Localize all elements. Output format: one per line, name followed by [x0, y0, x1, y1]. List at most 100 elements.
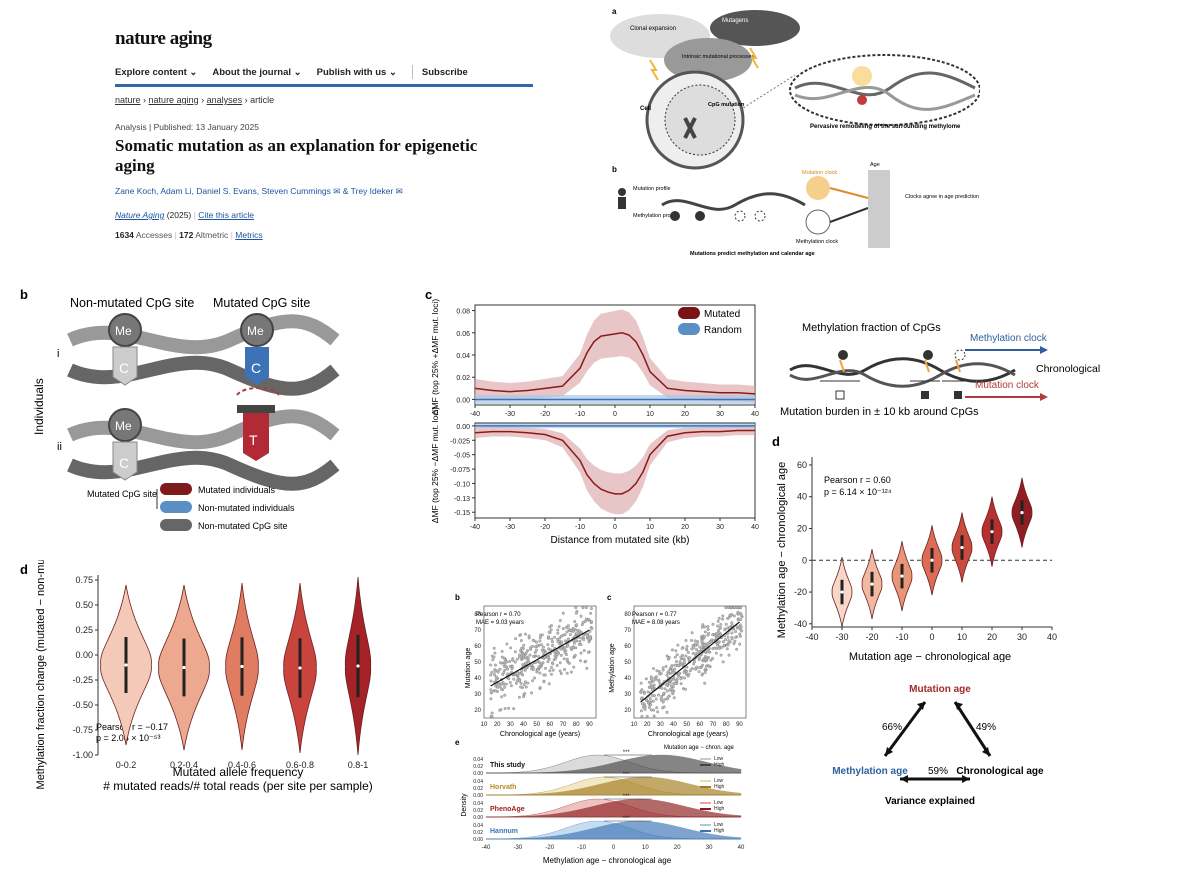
scatter-point [701, 623, 705, 627]
scatter-point [725, 647, 729, 651]
x-tick-label: -10 [575, 411, 585, 418]
scatter-point [522, 643, 526, 647]
scatter-point [734, 630, 738, 634]
breadcrumb-nature-aging[interactable]: nature aging [148, 95, 199, 105]
accesses-count: 1634 [115, 230, 134, 240]
scatter-point [553, 650, 557, 654]
scatter-point [655, 706, 659, 710]
x-tick-label: 0.6-0.8 [286, 760, 314, 770]
scatter-point [686, 650, 690, 654]
scatter-point [579, 651, 583, 655]
legend-low: Low [714, 778, 724, 784]
x-tick-label: 50 [533, 722, 540, 728]
x-tick-label: 20 [987, 632, 997, 642]
y-tick-label: 0.02 [473, 808, 483, 814]
scatter-point [657, 680, 661, 684]
scatter-point [573, 620, 577, 623]
clonal-label: Clonal expansion [630, 26, 676, 32]
scatter-point [508, 660, 512, 663]
scatter-point [590, 620, 593, 624]
scatter-point [572, 641, 576, 645]
x-tick-label: 40 [1047, 632, 1057, 642]
author-list[interactable]: Zane Koch, Adam Li, Daniel S. Evans, Ste… [115, 186, 403, 196]
scatter-point [718, 647, 722, 650]
mutation-clock-arrow-label: Mutation clock [975, 380, 1040, 391]
density-high [485, 798, 742, 818]
scatter-point [722, 644, 726, 647]
scatter-point [557, 625, 561, 628]
y-tick-label: 0.04 [473, 823, 483, 829]
scatter-point [521, 647, 525, 650]
scatter-point [672, 696, 676, 700]
scatter-point [706, 627, 710, 631]
d-right-pvalue: p = 6.14 × 10⁻¹²⁴ [824, 487, 892, 497]
scatter-point [568, 633, 572, 636]
methylation-profile-chart: c ΔMF (top 25% +ΔMF mut. loci) ΔMF (top … [425, 287, 759, 546]
scatter-point [523, 680, 527, 684]
scatter-point [679, 682, 683, 686]
y-tick-label: -0.13 [454, 496, 470, 503]
x-tick-label: 40 [751, 524, 759, 531]
scatter-point [500, 649, 504, 653]
scatter-point [572, 629, 575, 633]
scatter-point [500, 682, 503, 686]
scatter-point [527, 634, 531, 638]
mutated-title: Mutated CpG site [213, 296, 310, 310]
scatter-point [512, 707, 516, 711]
scatter-c-ylabel: Methylation age [609, 643, 616, 693]
scatter-point [740, 613, 744, 617]
chevron-right-icon: › [201, 95, 207, 105]
scatter-point [574, 611, 578, 615]
plot-frame [483, 605, 597, 719]
scatter-point [542, 680, 546, 684]
scatter-point [724, 638, 728, 642]
sig-label: *** [623, 750, 631, 756]
scatter-point [559, 647, 563, 651]
y-tick-label: 70 [624, 628, 631, 634]
scatter-point [553, 654, 557, 658]
scatter-point [670, 690, 674, 694]
scatter-point [720, 645, 724, 649]
scatter-point [559, 653, 563, 657]
journal-logo[interactable]: nature aging [115, 28, 212, 49]
legend-mutated-label: Mutated [704, 309, 740, 320]
scatter-point [509, 684, 513, 688]
scatter-point [719, 622, 723, 626]
legend-high: High [714, 784, 725, 790]
methylation-clock-label: Methylation clock [796, 239, 838, 245]
scatter-point [569, 646, 573, 650]
scatter-point [719, 632, 723, 636]
scatter-point [667, 669, 671, 673]
article-stats: 1634 Accesses | 172 Altmetric | Metrics [115, 230, 263, 240]
nav-divider [411, 65, 413, 79]
breadcrumb-nature[interactable]: nature [115, 95, 141, 105]
nav-explore-content[interactable]: Explore content ⌄ [115, 66, 198, 78]
nav-subscribe[interactable]: Subscribe [421, 66, 468, 78]
nav-publish-with-us[interactable]: Publish with us ⌄ [316, 66, 397, 78]
scatter-point [503, 707, 507, 710]
scatter-point [692, 662, 696, 666]
scatter-point [574, 628, 578, 632]
y-tick-label: -0.75 [72, 725, 93, 735]
scatter-point [515, 657, 519, 661]
nav-about-journal[interactable]: About the journal ⌄ [212, 66, 302, 78]
methyl-group-icon [240, 313, 274, 347]
sig-label: *** [623, 772, 631, 778]
scatter-point [538, 636, 542, 640]
scatter-point [652, 714, 656, 718]
scatter-point [503, 664, 507, 668]
scatter-point [665, 654, 669, 658]
breadcrumb-analyses[interactable]: analyses [206, 95, 243, 105]
mutated-line [474, 332, 756, 395]
panel-b-letter: b [20, 287, 28, 302]
x-tick-label: 70 [560, 722, 567, 728]
scatter-point [714, 651, 718, 655]
journal-link[interactable]: Nature Aging [115, 210, 165, 220]
metrics-link[interactable]: Metrics [235, 230, 263, 240]
scatter-point [539, 643, 543, 647]
age-scatter-charts: b c Pearson r = 0.70 MAE = 9.03 years Pe… [455, 593, 747, 738]
x-tick-label: 20 [494, 722, 501, 728]
scatter-point [510, 665, 514, 669]
scatter-point [558, 661, 562, 665]
cite-article-link[interactable]: Cite this article [198, 210, 254, 220]
